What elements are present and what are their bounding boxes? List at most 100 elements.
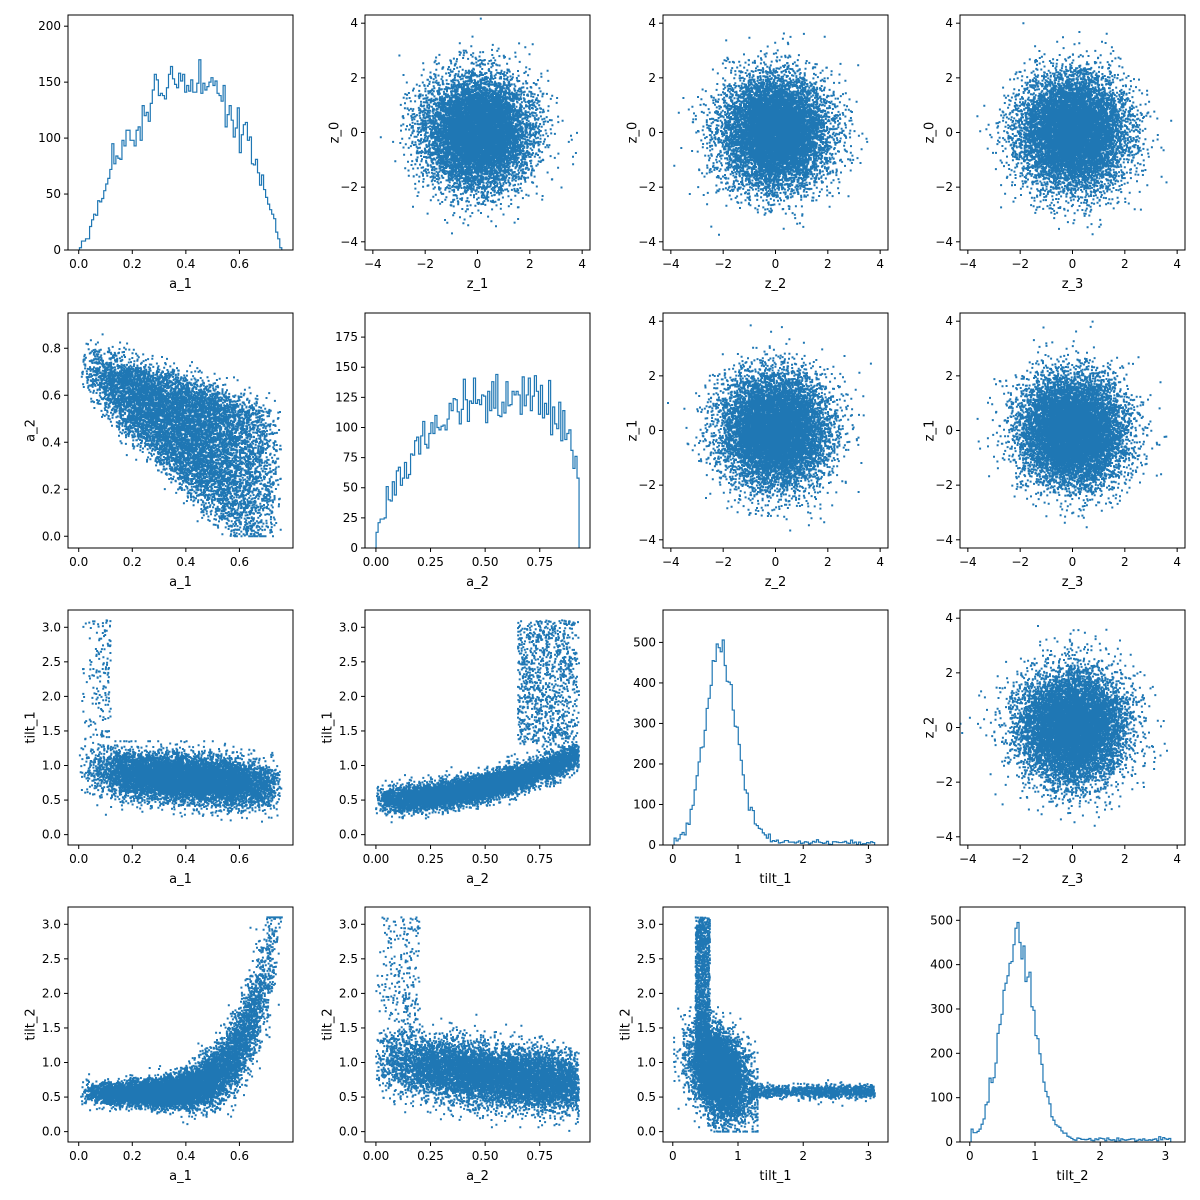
x-axis-label: z_2 (765, 277, 787, 292)
x-tick-label: 0.00 (363, 555, 390, 569)
x-axis-label: a_2 (466, 872, 489, 887)
y-tick-label: 4 (648, 16, 656, 30)
y-tick-label: −2 (638, 180, 656, 194)
x-tick-label: 0.00 (363, 852, 390, 866)
panel-10-marks (375, 619, 580, 824)
y-tick-label: 0.6 (42, 388, 61, 402)
y-tick-label: 0.5 (42, 793, 61, 807)
x-tick-label: 0.6 (230, 852, 249, 866)
x-tick-label: 0.6 (230, 555, 249, 569)
scatter-points (673, 32, 869, 236)
x-tick-label: 0 (1069, 257, 1077, 271)
y-tick-label: 4 (945, 314, 953, 328)
panel-4: −4 −2 0 2 4 −4 −2 0 2 4 z_3 z_0 (923, 14, 1186, 292)
y-tick-label: 2 (648, 71, 656, 85)
y-tick-label: 2 (945, 369, 953, 383)
y-tick-label: 0.0 (42, 529, 61, 543)
panel-5-marks (80, 333, 282, 538)
y-tick-label: 100 (930, 1091, 953, 1105)
x-axis-label: a_2 (466, 575, 489, 590)
x-tick-label: −2 (714, 555, 732, 569)
x-axis-label: z_2 (765, 575, 787, 590)
x-axis-label: tilt_1 (759, 1169, 791, 1184)
y-tick-label: 0 (648, 838, 656, 852)
x-tick-label: 1 (734, 852, 742, 866)
y-axis-label: z_0 (626, 122, 641, 144)
scatter-points (375, 916, 580, 1132)
scatter-points (976, 320, 1168, 529)
y-tick-label: −2 (935, 180, 953, 194)
x-axis-label: a_1 (169, 1169, 192, 1184)
y-tick-label: 2 (648, 369, 656, 383)
y-tick-label: 50 (46, 187, 61, 201)
x-tick-label: 0.4 (176, 555, 195, 569)
x-tick-label: −4 (364, 257, 382, 271)
y-tick-label: 0.0 (637, 1125, 656, 1139)
y-tick-label: −4 (638, 533, 656, 547)
y-tick-label: 0 (648, 424, 656, 438)
y-tick-label: 1.0 (339, 759, 358, 773)
panel-2: −4 −2 0 2 4 −4 −2 0 2 4 z_1 z_0 (328, 14, 591, 292)
panel-1-frame (67, 14, 294, 251)
x-tick-label: −2 (1011, 555, 1029, 569)
x-tick-label: 2 (799, 1149, 807, 1163)
y-tick-label: 1.5 (637, 1021, 656, 1035)
y-tick-label: −2 (935, 775, 953, 789)
x-tick-label: 2 (1121, 852, 1129, 866)
y-tick-label: 75 (343, 451, 358, 465)
x-tick-label: 0.25 (417, 1149, 444, 1163)
panel-1-marks (78, 59, 283, 250)
panel-9-frame (67, 609, 294, 846)
y-tick-label: 2.0 (637, 986, 656, 1000)
x-tick-label: 2 (824, 555, 832, 569)
x-axis-label: tilt_1 (759, 872, 791, 887)
panel-4-marks (976, 22, 1173, 236)
y-tick-label: 2.5 (339, 655, 358, 669)
y-tick-label: 150 (335, 360, 358, 374)
y-tick-label: −2 (638, 478, 656, 492)
panel-3: −4 −2 0 2 4 −4 −2 0 2 4 z_2 z_0 (626, 14, 889, 292)
x-axis-label: z_3 (1062, 872, 1084, 887)
y-tick-label: 4 (648, 314, 656, 328)
panel-9: 0.0 0.2 0.4 0.6 0.0 0.5 1.0 1.5 2.0 2.5 3.0 a_1 tilt… (23, 609, 294, 887)
x-tick-label: 2 (824, 257, 832, 271)
panel-15-marks (673, 916, 876, 1133)
y-tick-label: 100 (335, 420, 358, 434)
y-tick-label: 2.0 (42, 986, 61, 1000)
x-tick-label: 0.6 (230, 1149, 249, 1163)
y-tick-label: 0.0 (339, 828, 358, 842)
y-tick-label: 3.0 (339, 620, 358, 634)
y-axis-label: z_0 (328, 122, 343, 144)
y-tick-label: −4 (935, 533, 953, 547)
panel-5: 0.0 0.2 0.4 0.6 0.0 0.2 0.4 0.6 0.8 a_1 a_2 (23, 312, 294, 590)
y-tick-label: −2 (340, 180, 358, 194)
y-tick-label: 1.5 (42, 1021, 61, 1035)
y-tick-label: 2.5 (637, 952, 656, 966)
y-tick-label: 3.0 (339, 917, 358, 931)
x-tick-label: 2 (1096, 1149, 1104, 1163)
y-tick-label: 2.0 (42, 689, 61, 703)
x-tick-label: 1 (1031, 1149, 1039, 1163)
x-tick-label: 0.75 (526, 555, 553, 569)
y-axis-label: tilt_1 (23, 711, 38, 743)
y-tick-label: 4 (945, 16, 953, 30)
x-tick-label: 1 (734, 1149, 742, 1163)
y-tick-label: 2 (945, 71, 953, 85)
x-tick-label: 4 (1173, 257, 1181, 271)
histogram-step-line (375, 373, 580, 548)
y-tick-label: 1.0 (339, 1056, 358, 1070)
x-tick-label: 0 (669, 1149, 677, 1163)
x-tick-label: 3 (865, 852, 873, 866)
x-tick-label: 3 (865, 1149, 873, 1163)
panel-12: −4 −2 0 2 4 −4 −2 0 2 4 z_3 z_2 (923, 609, 1186, 887)
y-tick-label: 2.0 (339, 986, 358, 1000)
y-tick-label: 200 (633, 757, 656, 771)
panel-14-frame (364, 906, 591, 1143)
x-tick-label: −4 (662, 257, 680, 271)
x-tick-label: 0.2 (123, 852, 142, 866)
panel-8-marks (976, 320, 1168, 529)
y-tick-label: 2 (350, 71, 358, 85)
y-tick-label: 3.0 (637, 917, 656, 931)
y-tick-label: 500 (633, 635, 656, 649)
y-tick-label: 1.0 (42, 759, 61, 773)
